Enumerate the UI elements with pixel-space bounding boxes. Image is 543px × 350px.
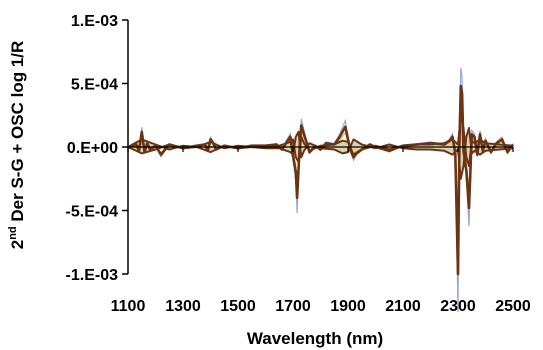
y-tick-label: -5.E-04 <box>66 204 119 221</box>
y-tick-label: 1.E-03 <box>71 13 118 30</box>
x-tick-label: 2500 <box>495 298 531 315</box>
series-line-3 <box>127 127 514 180</box>
y-tick-label: 5.E-04 <box>71 77 118 94</box>
x-tick-label: 1500 <box>220 298 256 315</box>
y-axis-title-prefix: 2 <box>8 240 27 249</box>
x-tick-label: 2100 <box>385 298 421 315</box>
series-line-1 <box>127 84 515 276</box>
y-axis-title: 2nd Der S-G + OSC log 1/R <box>7 41 27 250</box>
y-tick-label: 0.E+00 <box>67 140 118 157</box>
y-tick-label: -1.E-03 <box>66 267 119 284</box>
y-axis-title-superscript: nd <box>7 226 19 239</box>
series-line-2 <box>127 114 514 167</box>
plot-area <box>127 67 515 313</box>
y-axis-title-rest: Der S-G + OSC log 1/R <box>8 41 27 227</box>
x-tick-label: 1700 <box>275 298 311 315</box>
x-tick-label: 1300 <box>165 298 201 315</box>
tick-labels: 1.E-03 5.E-04 0.E+00 -5.E-04 -1.E-03 1100 1300… <box>66 13 531 315</box>
x-axis-title: Wavelength (nm) <box>247 329 383 348</box>
x-tick-label: 1900 <box>330 298 366 315</box>
x-tick-label: 1100 <box>111 298 146 315</box>
x-tick-label: 2300 <box>440 298 476 315</box>
axes <box>122 19 514 275</box>
